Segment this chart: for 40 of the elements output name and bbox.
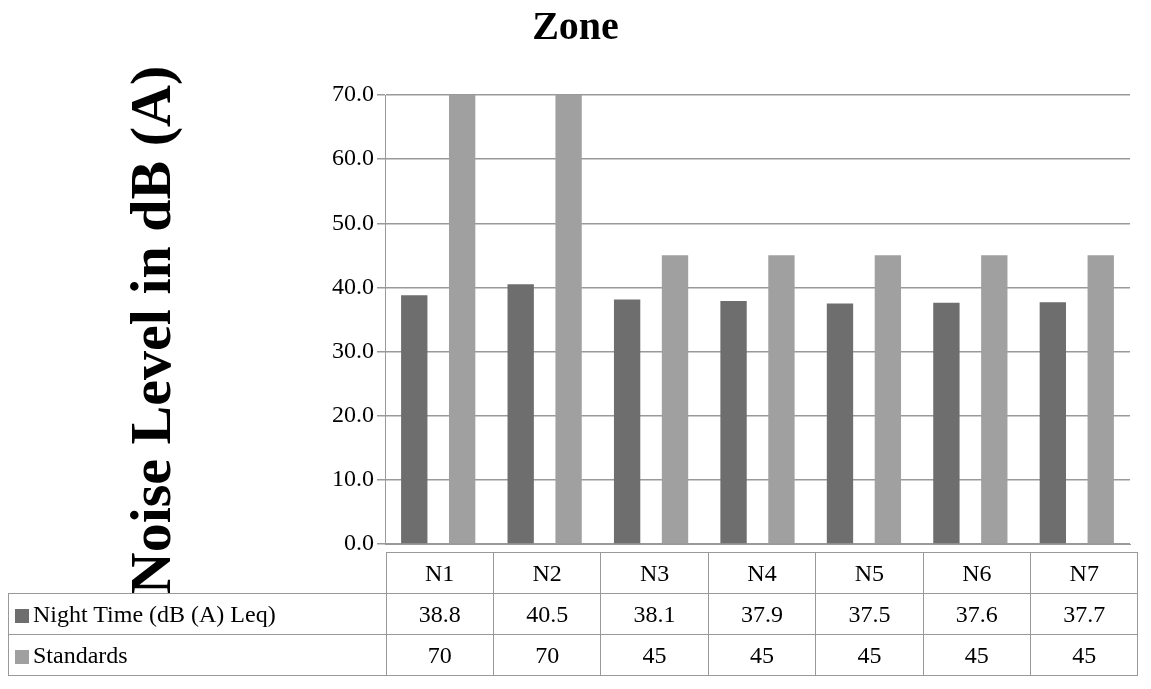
data-label: 38.8 xyxy=(386,593,494,635)
data-label: 37.5 xyxy=(815,593,924,635)
data-label: 45 xyxy=(815,634,924,676)
data-label: 38.1 xyxy=(600,593,709,635)
bar xyxy=(507,284,534,544)
y-tick-label: 30.0 xyxy=(332,336,374,363)
y-tick-label: 50.0 xyxy=(332,208,374,235)
bar xyxy=(401,295,428,544)
chart-title: Zone xyxy=(531,2,620,49)
y-tick-label: 20.0 xyxy=(332,401,374,428)
legend-label: Standards xyxy=(8,634,386,676)
bar xyxy=(933,302,960,544)
y-tick-label: 0.0 xyxy=(344,529,374,556)
x-tick-label: N1 xyxy=(386,552,494,594)
x-tick-label: N2 xyxy=(493,552,601,594)
x-tick-label: N6 xyxy=(923,552,1031,594)
data-label: 45 xyxy=(708,634,816,676)
bar xyxy=(826,303,854,544)
legend-label: Night Time (dB (A) Leq) xyxy=(8,593,386,635)
y-axis-title: Noise Level in dB (A) xyxy=(116,65,184,595)
x-tick-label: N5 xyxy=(815,552,924,594)
x-tick-label: N3 xyxy=(600,552,709,594)
x-tick-label: N4 xyxy=(708,552,816,594)
data-label: 40.5 xyxy=(493,593,601,635)
data-label: 70 xyxy=(493,634,601,676)
data-label: 45 xyxy=(923,634,1031,676)
data-label: 45 xyxy=(600,634,709,676)
y-tick-label: 60.0 xyxy=(332,144,374,171)
bar xyxy=(720,300,747,544)
y-tick-label: 70.0 xyxy=(332,80,374,107)
x-tick-label: N7 xyxy=(1030,552,1138,594)
data-label: 37.6 xyxy=(923,593,1031,635)
data-label: 37.7 xyxy=(1030,593,1138,635)
data-label: 45 xyxy=(1030,634,1138,676)
y-tick-label: 10.0 xyxy=(332,465,374,492)
bar xyxy=(613,299,641,544)
data-label: 70 xyxy=(386,634,494,676)
bar xyxy=(1039,302,1067,544)
y-tick-label: 40.0 xyxy=(332,272,374,299)
data-label: 37.9 xyxy=(708,593,816,635)
